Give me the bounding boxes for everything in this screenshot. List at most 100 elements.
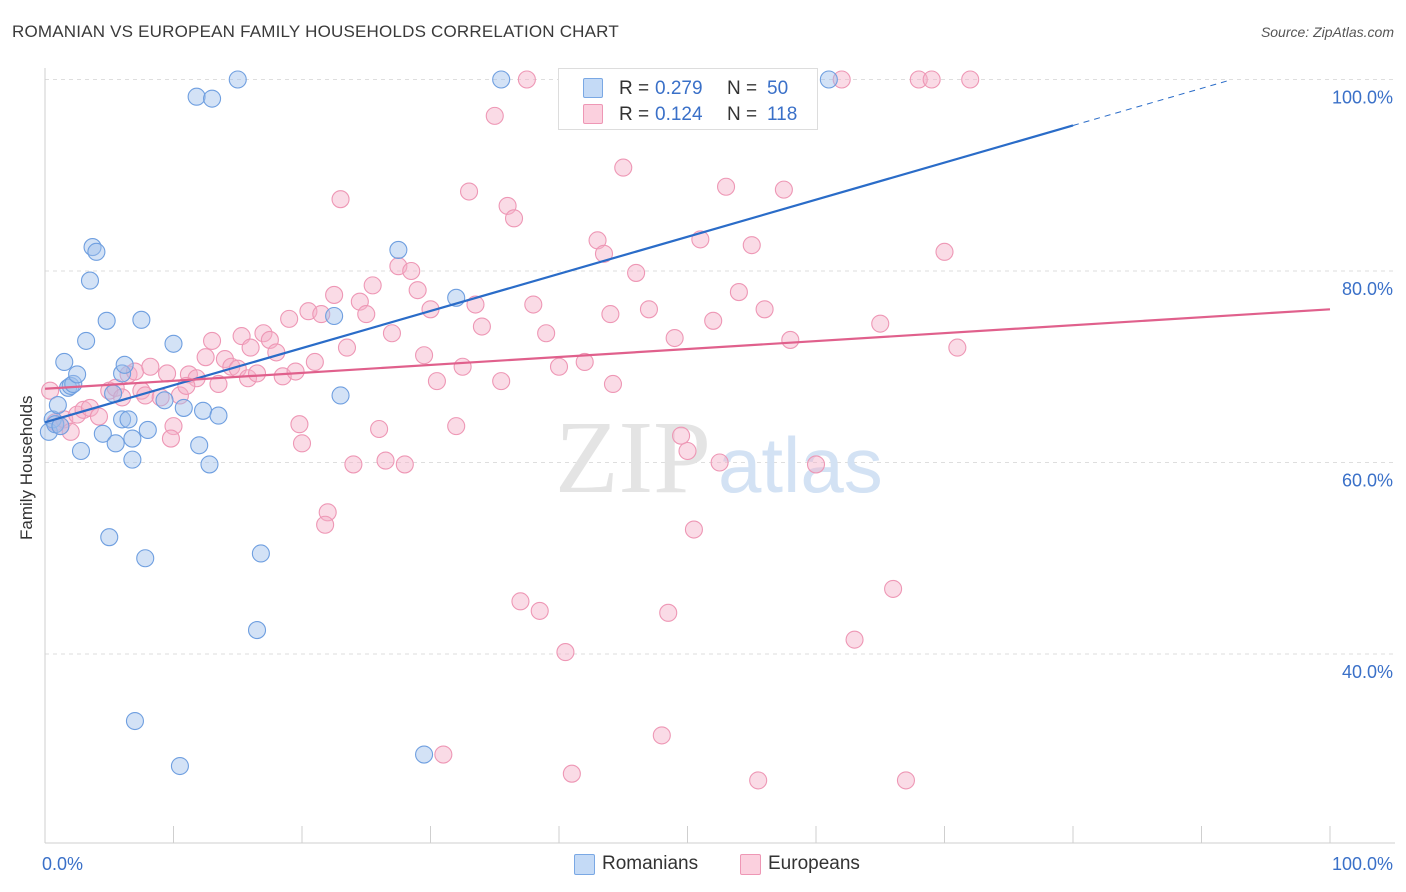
europeans-point (716, 177, 736, 196)
romanians-point (203, 89, 222, 108)
europeans-point (203, 331, 222, 350)
romanians-point (55, 352, 74, 372)
europeans-point (922, 70, 941, 89)
europeans-point (948, 338, 967, 357)
romanians-point (106, 434, 125, 453)
europeans-point (961, 70, 980, 89)
europeans-point (415, 346, 434, 365)
y-axis-label: Family Households (17, 395, 36, 540)
europeans-legend-label: Europeans (768, 853, 860, 874)
romanians-point (115, 355, 134, 374)
romanians-point (136, 549, 155, 568)
romanians-point (93, 424, 112, 443)
europeans-point (141, 357, 160, 376)
europeans-point (710, 453, 729, 472)
europeans-point (363, 276, 382, 295)
europeans-legend-swatch (740, 854, 761, 875)
y-tick-label: 100.0% (1332, 88, 1393, 108)
tick-labels: 40.0% 60.0% 80.0% 100.0% 0.0% 100.0% (42, 88, 1393, 875)
europeans-point (537, 324, 556, 343)
europeans-point (704, 311, 723, 330)
europeans-point (504, 209, 524, 228)
romanians-point (87, 242, 106, 261)
europeans-point (382, 324, 402, 343)
europeans-point (290, 415, 309, 434)
europeans-point (627, 263, 646, 282)
romanians-point (104, 384, 123, 403)
europeans-point (286, 362, 305, 381)
correlation-legend: R = 0.279 N = 50 R = 0.124 N = 118 (558, 68, 818, 130)
europeans-point (472, 317, 491, 336)
europeans-point (238, 369, 258, 388)
europeans-point (603, 374, 623, 394)
romanians-point (247, 621, 267, 640)
europeans-point (61, 422, 80, 441)
romanians-point (251, 544, 270, 563)
europeans-point (896, 771, 916, 790)
europeans-point (884, 579, 903, 598)
romanians-point (48, 395, 67, 415)
europeans-point (158, 364, 177, 383)
europeans-point (395, 455, 414, 474)
romanians-point (331, 386, 350, 405)
europeans-point (781, 330, 800, 349)
europeans-point (247, 364, 267, 383)
romanians-r-value: 0.279 (655, 78, 703, 99)
romanians-point (123, 429, 142, 448)
romanians-point (492, 70, 511, 89)
europeans-point (325, 285, 344, 304)
romanians-point (389, 240, 408, 259)
romanians-point (200, 455, 219, 474)
romanians-point (123, 450, 142, 469)
europeans-n-value: 118 (767, 104, 798, 125)
europeans-point (280, 309, 299, 328)
romanians-point (71, 441, 91, 461)
europeans-point (447, 417, 466, 436)
europeans-n-label: N = (727, 104, 758, 125)
romanians-point (125, 711, 144, 731)
europeans-point (254, 324, 273, 343)
europeans-point (89, 407, 109, 426)
europeans-point (774, 180, 793, 199)
europeans-point (408, 281, 427, 300)
romanians-point (174, 398, 193, 417)
romanians-point (194, 401, 213, 420)
europeans-point (492, 372, 511, 391)
romanians-legend-label: Romanians (602, 853, 699, 874)
europeans-point (402, 261, 421, 281)
source-label: Source: ZipAtlas.com (1260, 24, 1394, 40)
romanians-point (155, 391, 174, 410)
europeans-swatch (583, 104, 603, 124)
y-tick-label: 80.0% (1342, 279, 1393, 299)
grid (45, 79, 1395, 655)
europeans-point (485, 106, 504, 125)
x-tick-label: 0.0% (42, 854, 83, 874)
x-tick-label: 100.0% (1332, 854, 1393, 874)
europeans-point (292, 434, 312, 453)
trend-lines (44, 80, 1331, 424)
europeans-point (556, 643, 575, 662)
europeans-trend-line (44, 308, 1331, 390)
romanians-point (100, 528, 119, 547)
europeans-point (659, 603, 678, 622)
europeans-r-value: 0.124 (655, 104, 703, 125)
romanians-point (190, 436, 209, 455)
europeans-point (639, 300, 659, 319)
europeans-point (832, 70, 851, 89)
europeans-point (517, 70, 536, 89)
europeans-point (41, 381, 60, 400)
chart-title: ROMANIAN VS EUROPEAN FAMILY HOUSEHOLDS C… (12, 22, 619, 41)
europeans-point (331, 190, 350, 209)
europeans-point (459, 182, 479, 201)
europeans-point (935, 242, 954, 261)
europeans-point (511, 592, 530, 611)
europeans-point (241, 338, 260, 357)
europeans-point (672, 426, 691, 445)
romanians-point (164, 334, 183, 353)
europeans-point (614, 158, 633, 177)
romanians-point (138, 420, 157, 439)
europeans-point (562, 764, 581, 783)
europeans-point (370, 419, 389, 439)
europeans-point (601, 305, 620, 324)
watermark-zip: ZIP (555, 400, 711, 515)
